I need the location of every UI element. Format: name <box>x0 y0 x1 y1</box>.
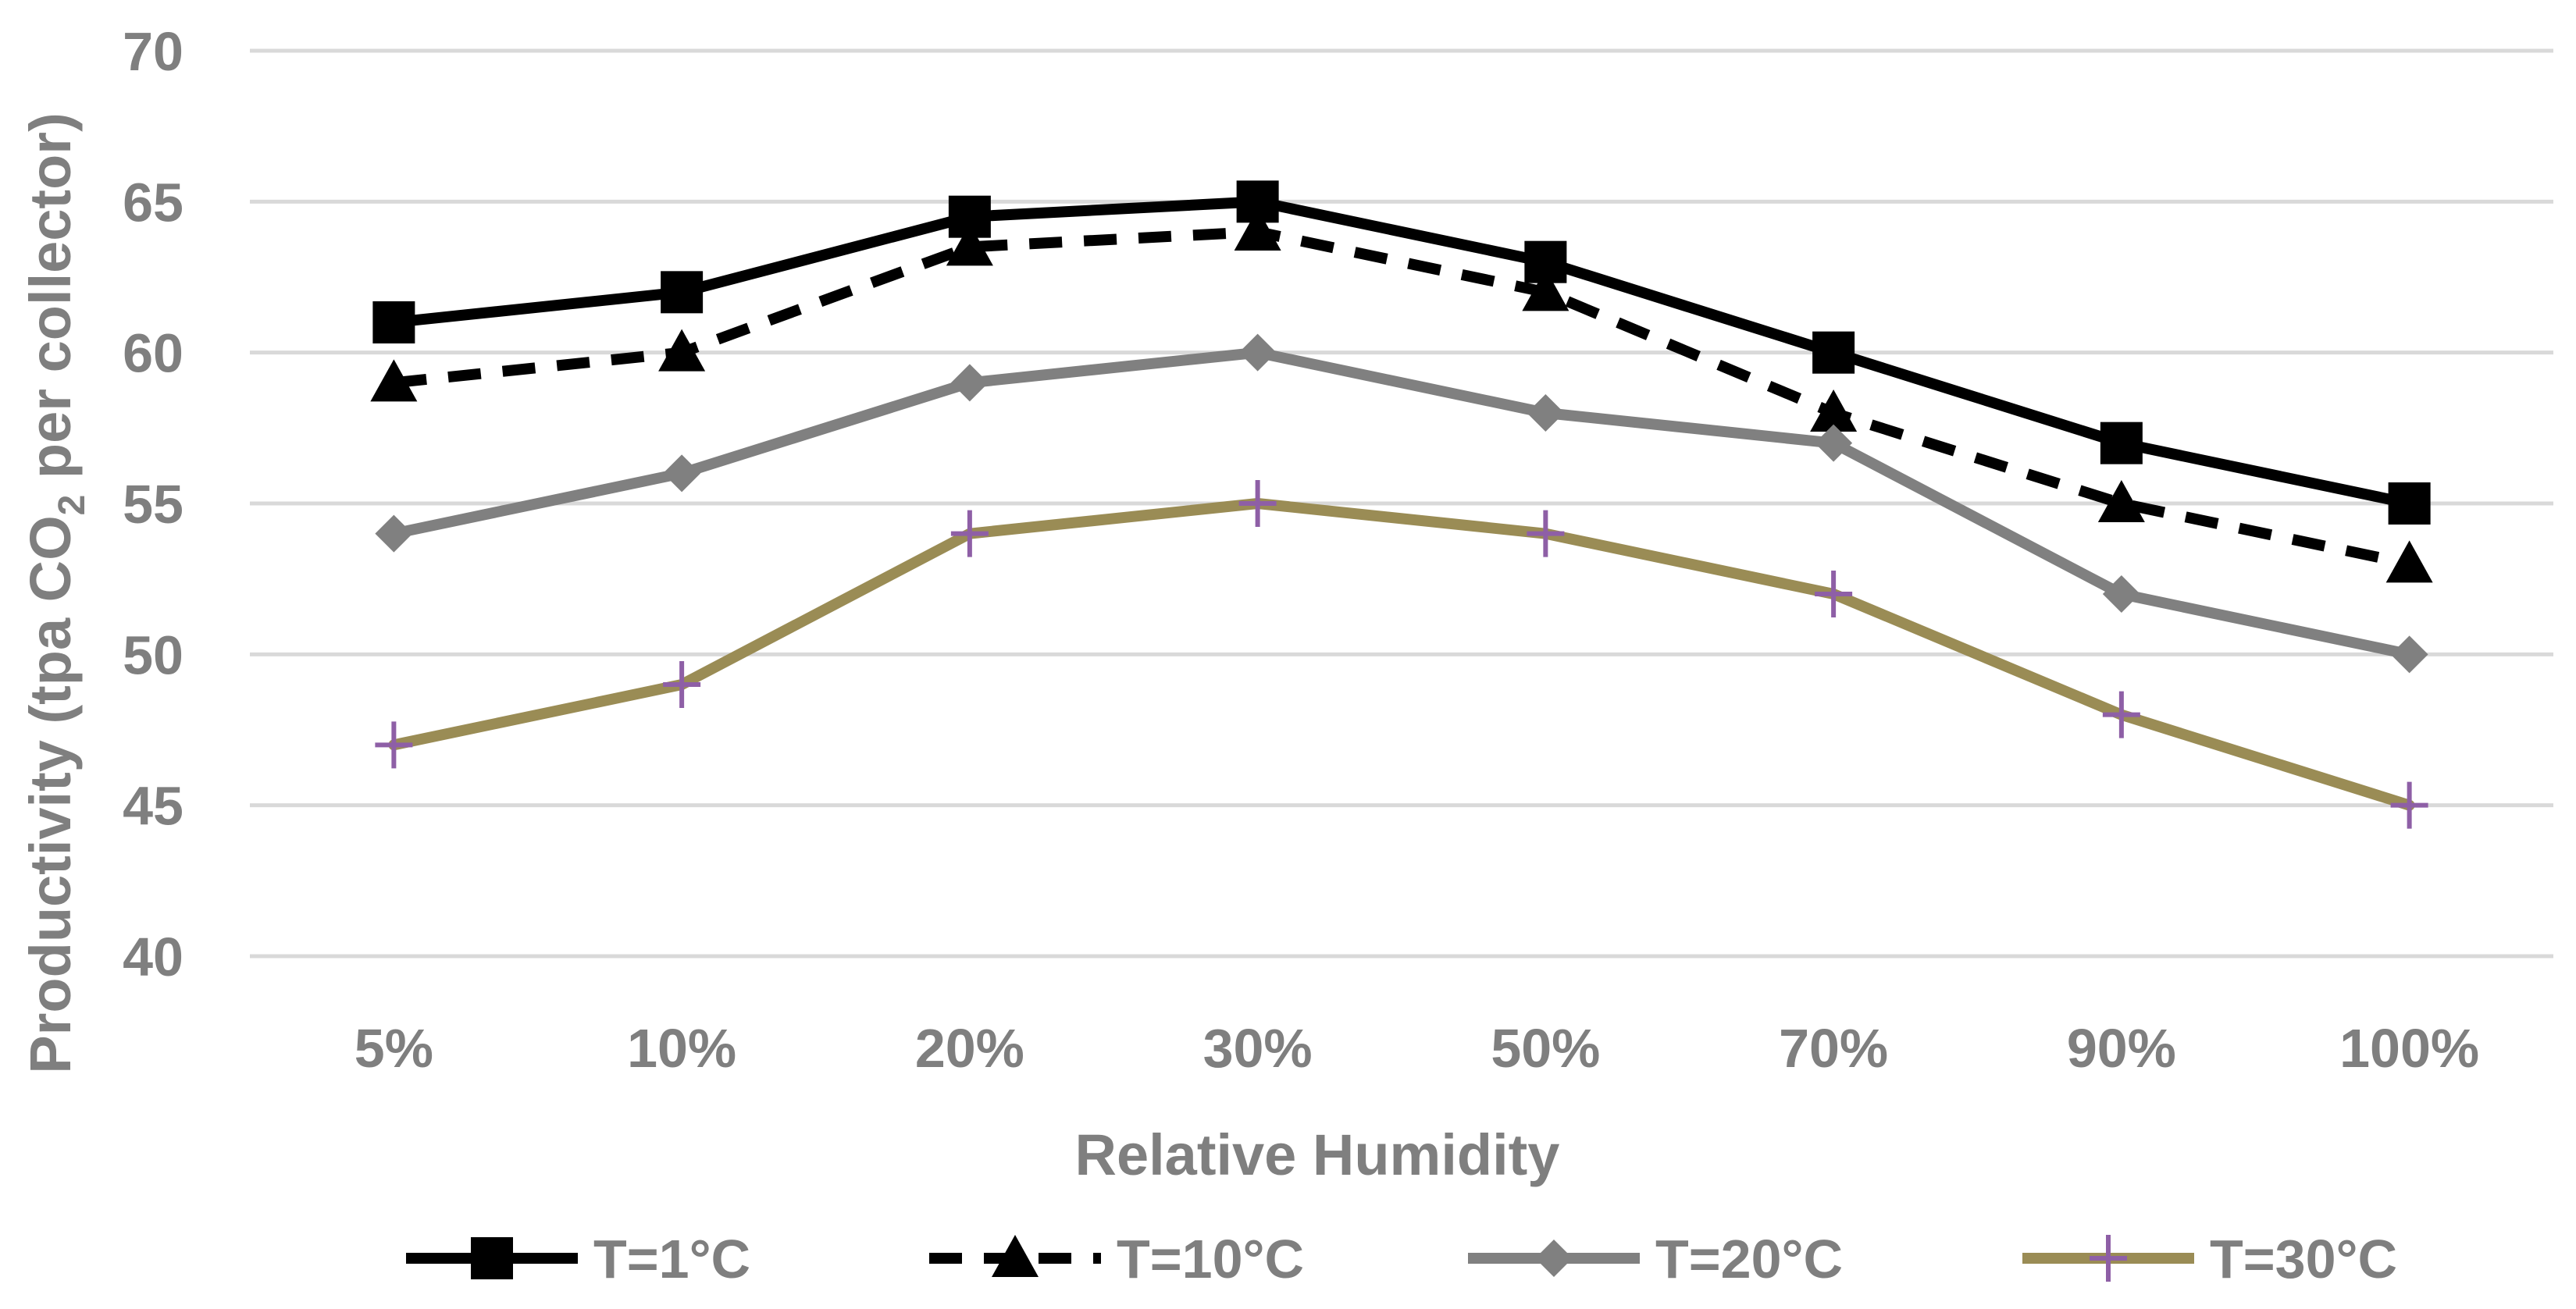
data-point-3-6 <box>2102 691 2140 738</box>
x-axis-ticks: 5% 10% 20% 30% 50% 70% 90% 100% <box>355 1018 2479 1079</box>
legend-marker-0 <box>471 1237 513 1279</box>
y-tick-label-55: 55 <box>123 474 183 535</box>
data-point-3-0 <box>375 721 413 769</box>
x-tick-label-5: 70% <box>1779 1018 1888 1079</box>
series-3 <box>375 480 2428 829</box>
legend-marker-3 <box>2090 1235 2127 1282</box>
data-point-2-0 <box>375 514 413 553</box>
series-2 <box>375 333 2428 674</box>
y-axis-title: Productivity (tpa CO2 per collector) <box>18 112 93 1073</box>
data-point-0-5 <box>1812 331 1855 374</box>
data-point-1-2 <box>946 223 993 266</box>
gridlines <box>250 48 2553 959</box>
x-tick-label-2: 20% <box>915 1018 1024 1079</box>
data-point-0-7 <box>2388 482 2431 525</box>
data-point-2-7 <box>2390 635 2428 674</box>
legend-marker-2 <box>1535 1240 1573 1277</box>
y-tick-label-60: 60 <box>123 323 183 384</box>
series-1 <box>370 208 2433 583</box>
series-line-2 <box>388 347 2415 660</box>
legend-label-2: T=20°C <box>1655 1229 1843 1289</box>
data-point-3-5 <box>1815 571 1853 617</box>
data-point-3-2 <box>950 510 989 557</box>
y-axis-title-subscript: 2 <box>52 495 93 516</box>
y-tick-label-50: 50 <box>123 624 183 685</box>
series-0 <box>372 180 2431 525</box>
legend-item-3: T=30°C <box>2022 1229 2397 1289</box>
y-tick-label-45: 45 <box>123 776 183 837</box>
data-point-1-3 <box>1234 208 1281 251</box>
data-point-3-3 <box>1238 480 1277 527</box>
data-point-2-3 <box>1238 333 1277 372</box>
data-point-1-5 <box>1810 389 1858 432</box>
y-tick-label-65: 65 <box>123 172 183 233</box>
data-point-0-0 <box>372 301 415 343</box>
y-tick-label-70: 70 <box>123 21 183 82</box>
legend-item-1: T=10°C <box>929 1229 1304 1289</box>
data-point-2-6 <box>2102 575 2140 613</box>
legend-marker-1 <box>992 1235 1039 1277</box>
legend-label-1: T=10°C <box>1117 1229 1304 1289</box>
x-tick-label-7: 100% <box>2339 1018 2479 1079</box>
data-point-1-7 <box>2385 540 2433 583</box>
legend-item-0: T=1°C <box>406 1229 750 1289</box>
data-point-0-1 <box>661 271 704 314</box>
series-line-1 <box>393 226 2411 570</box>
data-point-2-4 <box>1527 394 1565 432</box>
data-point-0-6 <box>2100 422 2143 464</box>
series-line-3 <box>388 498 2415 811</box>
x-tick-label-6: 90% <box>2067 1018 2176 1079</box>
data-point-1-6 <box>2097 480 2145 522</box>
x-tick-label-1: 10% <box>627 1018 736 1079</box>
data-point-1-0 <box>370 359 418 402</box>
x-axis-title: Relative Humidity <box>1075 1122 1560 1187</box>
data-point-3-1 <box>663 661 701 708</box>
legend-item-2: T=20°C <box>1468 1229 1843 1289</box>
data-point-2-5 <box>1815 424 1853 462</box>
x-tick-label-4: 50% <box>1491 1018 1600 1079</box>
y-tick-label-40: 40 <box>123 927 183 987</box>
y-axis-ticks: 40 45 50 55 60 65 70 <box>123 21 183 987</box>
data-point-1-4 <box>1522 269 1569 311</box>
legend: T=1°C T=10°C T=20°C T=30°C <box>406 1229 2397 1289</box>
data-point-3-7 <box>2390 781 2428 829</box>
legend-label-0: T=1°C <box>593 1229 750 1289</box>
data-point-1-1 <box>658 329 706 372</box>
data-point-2-1 <box>663 454 701 493</box>
x-tick-label-3: 30% <box>1203 1018 1313 1079</box>
legend-label-3: T=30°C <box>2210 1229 2397 1289</box>
y-axis-title-main: Productivity (tpa CO <box>18 515 83 1073</box>
series-line-0 <box>388 196 2415 509</box>
y-axis-title-tail: per collector) <box>18 112 83 494</box>
series-group <box>370 180 2433 829</box>
data-point-3-4 <box>1527 510 1565 557</box>
x-tick-label-0: 5% <box>355 1018 433 1079</box>
data-point-2-2 <box>950 364 989 402</box>
